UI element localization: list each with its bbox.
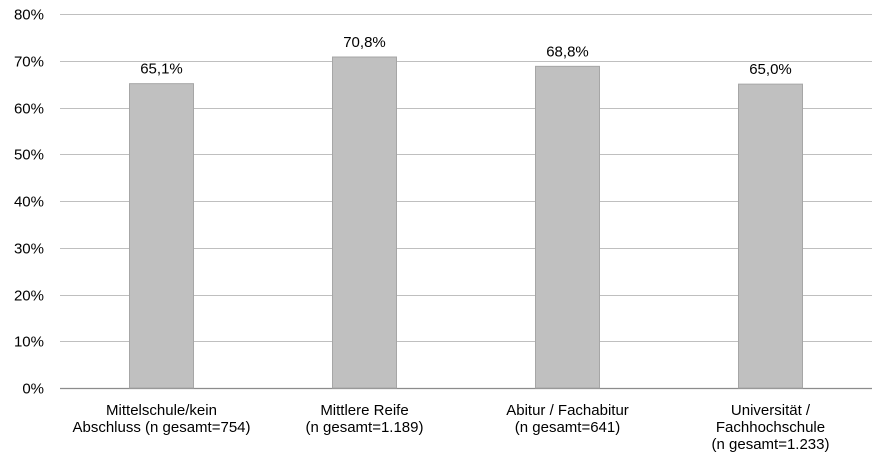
- x-tick-label: Mittelschule/kein Abschluss (n gesamt=754…: [62, 402, 262, 436]
- y-tick-label: 80%: [14, 7, 44, 24]
- y-tick-label: 10%: [14, 334, 44, 351]
- y-tick-label: 30%: [14, 241, 44, 258]
- bars: [129, 56, 803, 389]
- x-tick-label-line: (n gesamt=641): [514, 419, 621, 436]
- y-tick-label: 50%: [14, 147, 44, 164]
- x-tick-label-line: (n gesamt=1.233): [711, 436, 830, 453]
- gridlines: [60, 14, 872, 390]
- y-tick-label: 20%: [14, 288, 44, 305]
- x-tick-label-line: Mittelschule/kein: [106, 402, 217, 419]
- x-tick-label-line: Abschluss (n gesamt=754): [72, 419, 251, 436]
- y-tick-label: 0%: [22, 381, 44, 398]
- x-tick-label: Abitur / Fachabitur (n gesamt=641): [468, 402, 668, 436]
- data-label: 68,8%: [546, 43, 589, 60]
- bar: [129, 83, 194, 389]
- y-axis-ticks: 0% 10% 20% 30% 40% 50% 60% 70% 80%: [14, 7, 44, 398]
- x-tick-label-line: Universität /: [730, 402, 811, 419]
- data-label: 70,8%: [343, 34, 386, 51]
- bar: [738, 83, 803, 389]
- y-tick-label: 60%: [14, 101, 44, 118]
- bar: [535, 65, 600, 389]
- data-labels: 65,1% 70,8% 68,8% 65,0%: [140, 34, 792, 78]
- x-tick-label-line: Abitur / Fachabitur: [506, 402, 629, 419]
- y-tick-label: 40%: [14, 194, 44, 211]
- data-label: 65,1%: [140, 61, 183, 78]
- data-label: 65,0%: [749, 61, 792, 78]
- x-tick-label-line: (n gesamt=1.189): [305, 419, 424, 436]
- x-tick-label: Universität / Fachhochschule (n gesamt=1.2…: [671, 402, 871, 453]
- y-tick-label: 70%: [14, 54, 44, 71]
- x-tick-label: Mittlere Reife (n gesamt=1.189): [265, 402, 465, 436]
- x-tick-label-line: Mittlere Reife: [320, 402, 409, 419]
- bar: [332, 56, 397, 389]
- x-tick-label-line: Fachhochschule: [715, 419, 826, 436]
